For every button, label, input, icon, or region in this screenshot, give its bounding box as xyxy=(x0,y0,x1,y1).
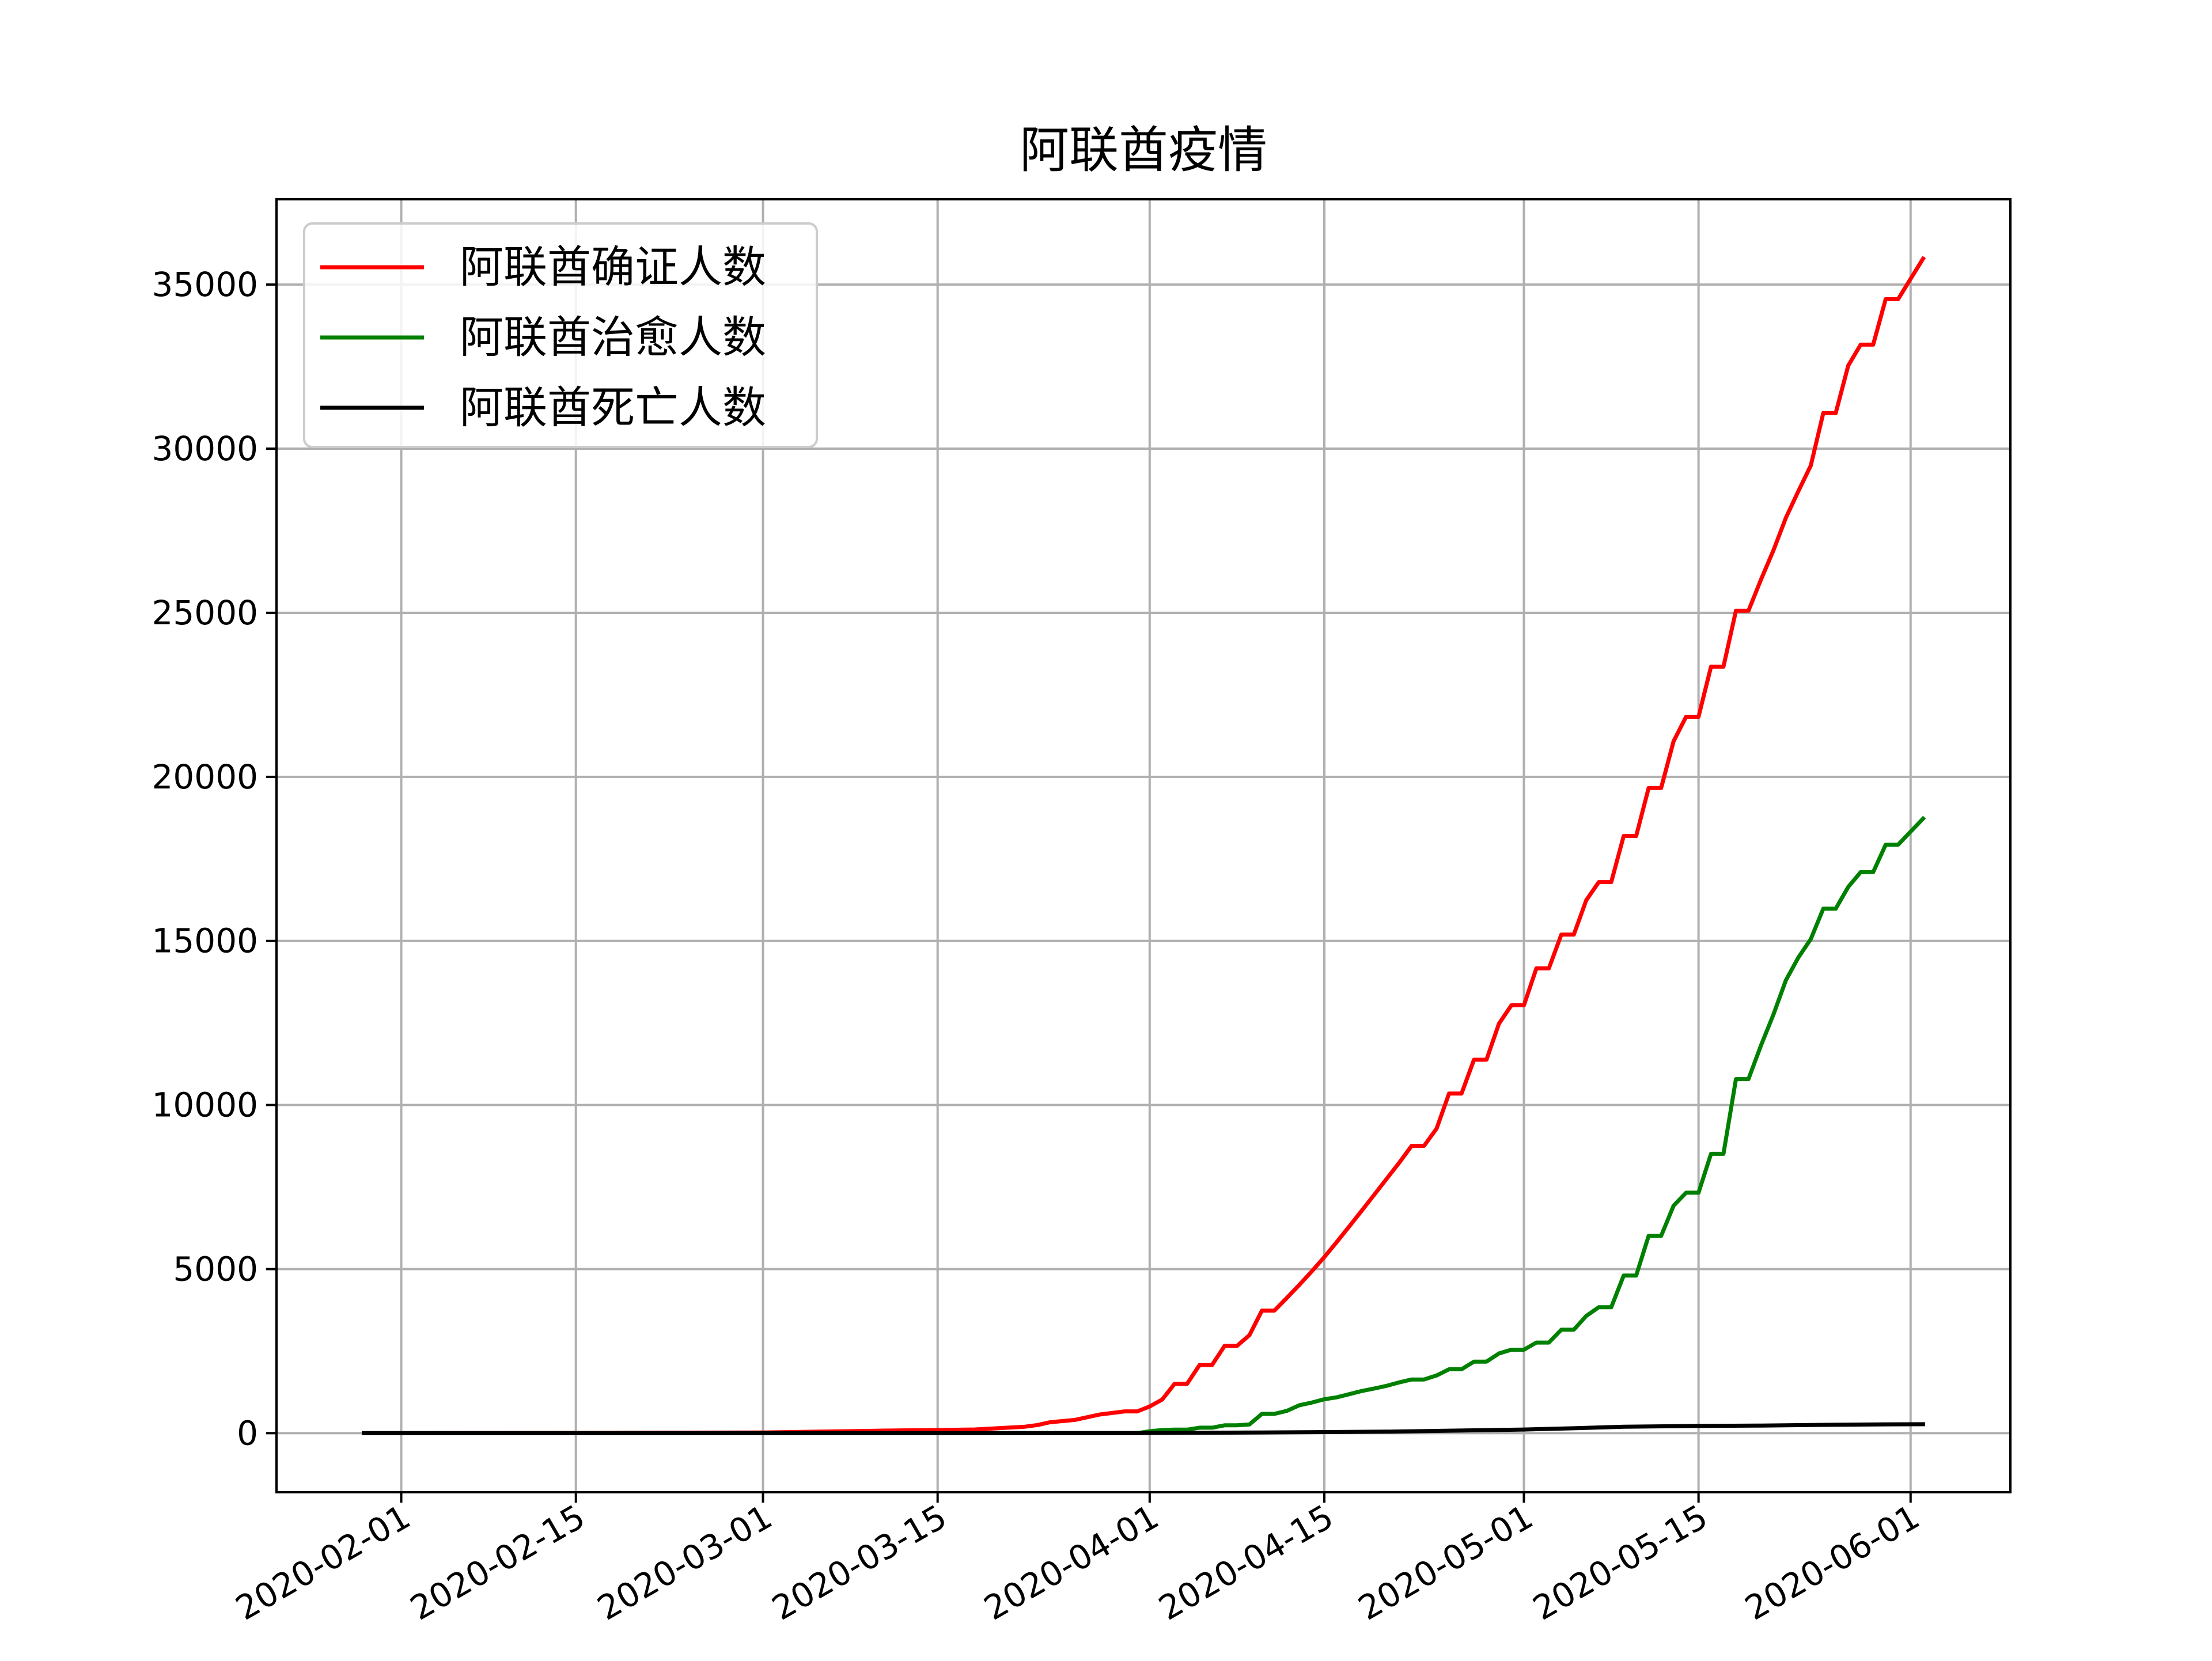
y-tick-label: 0 xyxy=(237,1413,258,1453)
series-line-1 xyxy=(362,256,1926,1435)
series-line-3 xyxy=(362,1422,1925,1435)
y-tick-label: 25000 xyxy=(151,593,258,632)
y-tick-label: 30000 xyxy=(151,429,258,468)
y-tick-label: 10000 xyxy=(151,1086,258,1125)
plot-area-frame xyxy=(275,198,2012,1493)
chart-title: 阿联酋疫情 xyxy=(1020,122,1267,179)
legend-label: 阿联酋治愈人数 xyxy=(460,312,766,363)
series-lines xyxy=(362,256,1926,1435)
legend-label: 阿联酋确证人数 xyxy=(460,241,766,293)
y-tick-label: 5000 xyxy=(173,1250,258,1289)
y-tick-label: 15000 xyxy=(151,921,258,961)
legend-label: 阿联酋死亡人数 xyxy=(460,382,766,433)
series-line-2 xyxy=(362,816,1926,1435)
legend-box xyxy=(303,222,818,448)
y-tick-label: 35000 xyxy=(151,265,258,304)
y-tick-label: 20000 xyxy=(151,757,258,797)
